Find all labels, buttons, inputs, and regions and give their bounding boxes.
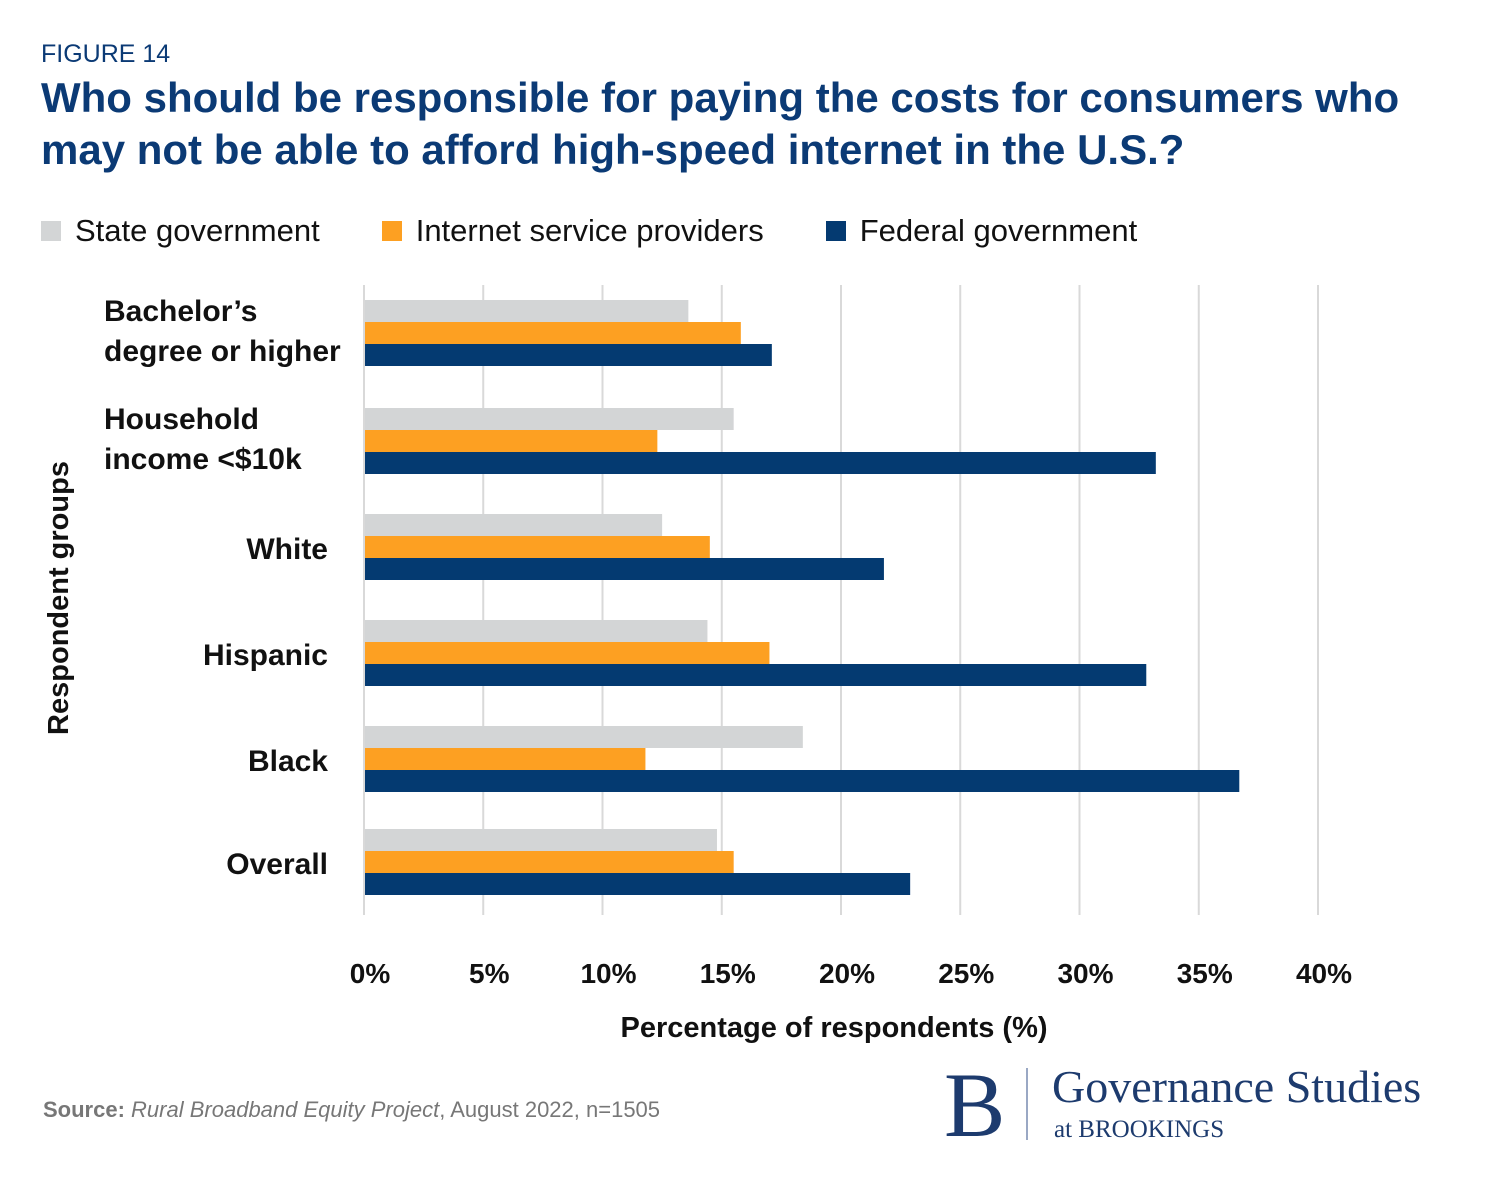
legend-item-state: State government [41, 213, 320, 249]
bar-isp [365, 642, 770, 664]
legend-label: Federal government [859, 213, 1138, 248]
legend-swatch [41, 221, 61, 241]
logo-name: Governance Studies [1052, 1061, 1422, 1112]
logo-divider [1026, 1068, 1028, 1140]
x-tick-label: 40% [1296, 958, 1352, 989]
logo-letter: B [944, 1054, 1006, 1156]
category-label: income <$10k [104, 443, 302, 476]
legend: State government Internet service provid… [41, 213, 1199, 249]
x-tick-label: 5% [469, 958, 510, 989]
bar-state [365, 514, 663, 536]
category-label: degree or higher [104, 335, 341, 368]
source-title: Rural Broadband Equity Project [131, 1097, 440, 1122]
legend-label: Internet service providers [415, 213, 764, 248]
bar-federal [365, 344, 772, 366]
bar-isp [365, 430, 658, 452]
bar-state [365, 829, 717, 851]
legend-swatch [825, 221, 846, 241]
x-tick-label: 30% [1057, 958, 1113, 989]
bar-federal [365, 558, 884, 580]
category-label: Household [104, 403, 259, 436]
legend-label: State government [75, 213, 320, 248]
x-tick-label: 35% [1177, 958, 1233, 989]
figure-label: FIGURE 14 [41, 40, 171, 68]
chart-title: Who should be responsible for paying the… [41, 74, 1400, 173]
bar-isp [365, 536, 710, 558]
x-tick-label: 15% [700, 958, 756, 989]
x-axis-title: Percentage of respondents (%) [620, 1012, 1047, 1044]
legend-item-isp: Internet service providers [381, 213, 764, 249]
x-tick-label: 20% [819, 958, 875, 989]
bar-federal [365, 664, 1147, 686]
bar-federal [365, 873, 911, 895]
legend-swatch [381, 221, 402, 241]
y-axis-title: Respondent groups [43, 461, 75, 735]
category-label: Overall [226, 848, 328, 881]
bar-federal [365, 770, 1240, 792]
source-detail: , August 2022, n=1505 [439, 1097, 661, 1122]
source-note: Source: Rural Broadband Equity Project, … [43, 1097, 660, 1123]
x-tick-label: 25% [938, 958, 994, 989]
x-tick-label: 10% [580, 958, 636, 989]
source-label: Source: [43, 1097, 125, 1122]
legend-item-federal: Federal government [825, 213, 1138, 249]
category-label: Hispanic [203, 639, 328, 672]
logo-sub: at BROOKINGS [1054, 1116, 1225, 1143]
bar-isp [365, 851, 734, 873]
category-label: Black [248, 745, 328, 778]
category-label: Bachelor’s [104, 295, 257, 328]
bar-isp [365, 748, 646, 770]
bar-state [365, 726, 803, 748]
category-label: White [246, 533, 328, 566]
x-tick-label: 0% [350, 958, 391, 989]
bar-state [365, 300, 689, 322]
bar-state [365, 620, 708, 642]
bar-isp [365, 322, 741, 344]
bar-federal [365, 452, 1156, 474]
bar-state [365, 408, 734, 430]
